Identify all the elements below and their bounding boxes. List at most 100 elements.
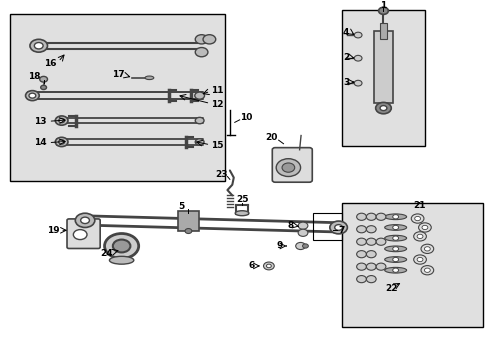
Circle shape bbox=[379, 105, 386, 111]
Ellipse shape bbox=[384, 257, 406, 262]
Text: 8: 8 bbox=[287, 221, 294, 230]
Circle shape bbox=[416, 257, 422, 262]
Circle shape bbox=[392, 268, 398, 273]
Text: 7: 7 bbox=[337, 226, 344, 235]
Text: 5: 5 bbox=[178, 202, 184, 211]
Circle shape bbox=[392, 236, 398, 240]
Circle shape bbox=[366, 226, 375, 233]
Circle shape bbox=[55, 137, 68, 147]
Circle shape bbox=[356, 213, 366, 220]
Bar bbox=[177, 211, 199, 231]
Circle shape bbox=[392, 247, 398, 251]
Ellipse shape bbox=[109, 256, 134, 264]
Text: 1: 1 bbox=[380, 1, 386, 10]
Circle shape bbox=[195, 35, 207, 44]
Circle shape bbox=[414, 216, 420, 221]
Ellipse shape bbox=[145, 76, 154, 80]
Circle shape bbox=[55, 116, 68, 125]
Circle shape bbox=[104, 234, 139, 258]
Circle shape bbox=[413, 232, 426, 241]
Circle shape bbox=[424, 247, 429, 251]
Circle shape bbox=[418, 223, 430, 232]
Circle shape bbox=[298, 222, 307, 229]
Circle shape bbox=[59, 140, 64, 144]
Text: 6: 6 bbox=[247, 261, 254, 270]
Bar bbox=[373, 31, 392, 103]
Circle shape bbox=[420, 244, 433, 253]
Bar bbox=[341, 10, 424, 145]
Circle shape bbox=[424, 268, 429, 273]
Text: 25: 25 bbox=[235, 195, 248, 204]
Bar bbox=[10, 14, 224, 181]
Text: 22: 22 bbox=[385, 284, 397, 293]
Text: 9: 9 bbox=[276, 242, 282, 251]
Circle shape bbox=[81, 217, 89, 224]
Circle shape bbox=[276, 159, 300, 176]
Text: 19: 19 bbox=[46, 226, 59, 235]
Circle shape bbox=[356, 275, 366, 283]
Circle shape bbox=[421, 225, 427, 230]
Circle shape bbox=[392, 257, 398, 262]
Ellipse shape bbox=[384, 267, 406, 273]
Bar bbox=[379, 23, 386, 39]
Circle shape bbox=[302, 244, 308, 248]
Text: 11: 11 bbox=[211, 86, 224, 95]
Circle shape bbox=[366, 251, 375, 258]
Circle shape bbox=[366, 213, 375, 220]
Ellipse shape bbox=[384, 225, 406, 230]
Circle shape bbox=[298, 229, 307, 237]
Circle shape bbox=[353, 32, 361, 38]
Circle shape bbox=[378, 7, 387, 14]
Circle shape bbox=[392, 215, 398, 219]
Circle shape bbox=[353, 80, 361, 86]
Circle shape bbox=[184, 229, 191, 234]
Circle shape bbox=[266, 264, 271, 268]
Circle shape bbox=[353, 55, 361, 61]
Ellipse shape bbox=[235, 211, 248, 216]
Text: 3: 3 bbox=[343, 78, 348, 87]
Circle shape bbox=[34, 42, 43, 49]
Circle shape bbox=[195, 48, 207, 57]
Text: 12: 12 bbox=[211, 100, 224, 109]
Circle shape bbox=[41, 85, 46, 90]
Circle shape bbox=[282, 163, 294, 172]
Circle shape bbox=[356, 238, 366, 245]
Circle shape bbox=[366, 263, 375, 270]
Text: 10: 10 bbox=[239, 113, 251, 122]
Circle shape bbox=[29, 93, 36, 98]
Circle shape bbox=[375, 263, 385, 270]
Bar bbox=[312, 213, 341, 240]
Text: 15: 15 bbox=[211, 141, 224, 150]
Circle shape bbox=[113, 239, 130, 252]
Circle shape bbox=[203, 35, 215, 44]
Circle shape bbox=[329, 221, 346, 234]
Text: 4: 4 bbox=[342, 28, 348, 37]
Circle shape bbox=[40, 76, 47, 82]
Circle shape bbox=[375, 238, 385, 245]
Circle shape bbox=[194, 92, 204, 99]
Circle shape bbox=[30, 39, 47, 52]
Text: 23: 23 bbox=[214, 170, 227, 179]
FancyBboxPatch shape bbox=[272, 148, 312, 182]
Circle shape bbox=[366, 238, 375, 245]
Circle shape bbox=[195, 139, 203, 145]
Text: 14: 14 bbox=[34, 138, 47, 147]
Ellipse shape bbox=[384, 235, 406, 241]
Circle shape bbox=[356, 251, 366, 258]
Text: 2: 2 bbox=[343, 53, 348, 62]
Circle shape bbox=[366, 275, 375, 283]
Ellipse shape bbox=[384, 246, 406, 252]
Circle shape bbox=[375, 102, 390, 114]
Text: 20: 20 bbox=[264, 133, 277, 142]
Circle shape bbox=[416, 234, 422, 239]
Text: 24: 24 bbox=[100, 249, 113, 258]
Circle shape bbox=[73, 230, 87, 239]
Text: 16: 16 bbox=[44, 59, 57, 68]
Circle shape bbox=[392, 225, 398, 230]
Circle shape bbox=[334, 225, 342, 230]
Circle shape bbox=[59, 118, 64, 123]
Circle shape bbox=[295, 242, 305, 249]
Bar bbox=[341, 203, 483, 327]
Circle shape bbox=[263, 262, 274, 270]
FancyBboxPatch shape bbox=[67, 219, 100, 248]
